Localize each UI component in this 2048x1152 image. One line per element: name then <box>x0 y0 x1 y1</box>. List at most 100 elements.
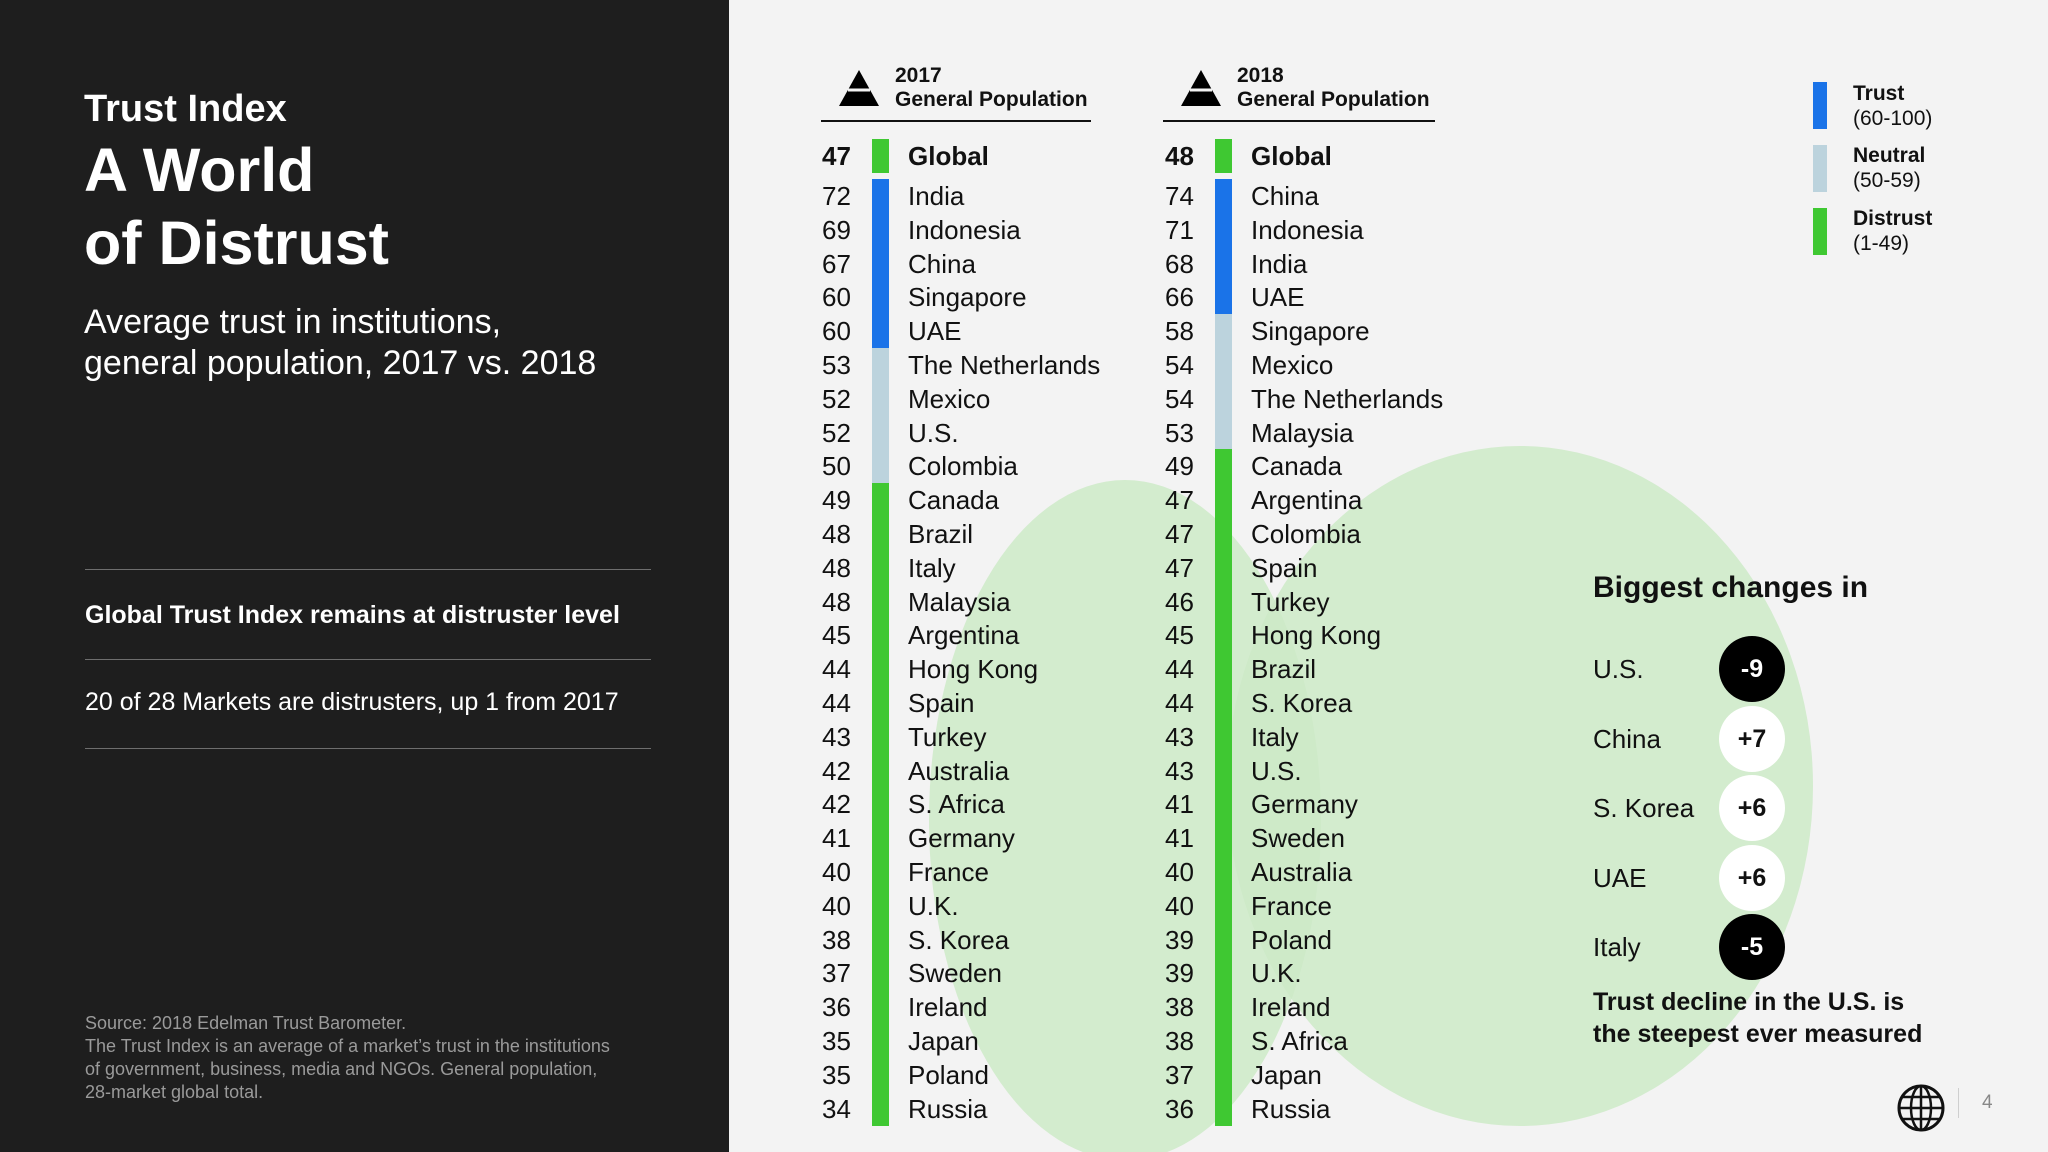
trust-value: 50 <box>822 451 851 482</box>
country-name: Argentina <box>908 620 1020 651</box>
country-name: Spain <box>908 688 975 718</box>
globe-icon <box>1897 1084 1945 1132</box>
trust-category-bar <box>1215 280 1232 315</box>
source-line-2: The Trust Index is an average of a marke… <box>85 1036 610 1056</box>
trust-value: 40 <box>1165 857 1194 887</box>
trust-category-bar <box>1215 1057 1232 1093</box>
column-population-2017: General Population <box>895 88 1088 111</box>
trust-value: 48 <box>1165 141 1194 171</box>
trust-category-bar <box>1215 956 1232 991</box>
country-name: U.K. <box>1251 958 1302 989</box>
changes-note: Trust decline in the U.S. is the steepes… <box>1593 986 1973 1050</box>
trust-value: 47 <box>1165 519 1194 549</box>
country-name: Malaysia <box>908 586 1011 617</box>
change-value-badge: -5 <box>1719 914 1785 980</box>
pyramid-icon <box>1181 70 1221 106</box>
trust-category-bar <box>1215 922 1232 957</box>
trust-category-bar <box>872 584 889 619</box>
trust-value: 38 <box>822 924 851 955</box>
country-name: Sweden <box>1251 823 1345 854</box>
country-name: S. Korea <box>1251 688 1353 718</box>
trust-value: 49 <box>822 485 851 516</box>
pyramid-icon <box>839 70 879 106</box>
country-name: Malaysia <box>1251 417 1354 448</box>
trust-value: 36 <box>822 992 851 1023</box>
trust-value: 44 <box>822 688 851 718</box>
trust-value: 43 <box>1165 755 1194 786</box>
legend-range-trust: (60-100) <box>1853 107 1933 130</box>
changes-title: Biggest changes in <box>1593 571 1869 604</box>
trust-category-bar <box>1215 517 1232 552</box>
trust-category-bar <box>1215 314 1232 349</box>
legend-swatch-neutral <box>1813 145 1827 192</box>
trust-category-bar <box>872 719 889 755</box>
trust-value: 49 <box>1165 451 1194 482</box>
trust-value: 69 <box>822 214 851 245</box>
trust-value: 72 <box>822 181 851 211</box>
trust-category-bar <box>1215 686 1232 721</box>
column-header-2017: 2017 General Population <box>821 56 1091 122</box>
trust-value: 34 <box>822 1093 851 1124</box>
page-title: A World of Distrust <box>84 134 684 280</box>
country-name: S. Africa <box>908 789 1005 820</box>
changes-note-line-2: the steepest ever measured <box>1593 1020 1923 1048</box>
country-name: The Netherlands <box>908 350 1101 380</box>
trust-value: 58 <box>1165 316 1194 347</box>
country-name: Hong Kong <box>908 654 1039 685</box>
page-divider <box>1958 1088 1959 1118</box>
country-name: Brazil <box>908 519 974 549</box>
trust-category-bar <box>1215 719 1232 755</box>
trust-category-bar <box>1215 449 1232 484</box>
country-name: Canada <box>1251 451 1343 482</box>
trust-value: 48 <box>822 519 851 549</box>
change-value-badge: +6 <box>1719 775 1785 841</box>
change-country: U.S. <box>1593 654 1644 684</box>
trust-category-bar <box>872 821 889 856</box>
country-name: Brazil <box>1251 654 1317 685</box>
changes-note-line-1: Trust decline in the U.S. is <box>1593 988 1905 1016</box>
trust-category-bar <box>1215 483 1232 518</box>
trust-value: 38 <box>1165 1026 1194 1056</box>
country-name: France <box>908 857 989 887</box>
trust-value: 40 <box>822 857 851 887</box>
trust-value: 52 <box>822 383 851 414</box>
trust-value: 41 <box>1165 823 1194 854</box>
legend-label-neutral: Neutral <box>1853 144 1926 167</box>
country-name: U.K. <box>908 890 959 921</box>
country-name: Argentina <box>1251 485 1363 516</box>
trust-value: 41 <box>1165 789 1194 820</box>
trust-category-bar <box>1215 381 1232 417</box>
column-population-2018: General Population <box>1237 88 1430 111</box>
trust-category-bar <box>872 348 889 383</box>
page-title-line-1: A World <box>84 136 315 204</box>
trust-category-bar <box>1215 753 1232 788</box>
trust-category-bar <box>1215 179 1232 214</box>
divider <box>85 748 651 749</box>
trust-value: 66 <box>1165 282 1194 313</box>
country-name: S. Africa <box>1251 1026 1348 1056</box>
trust-category-bar <box>872 314 889 349</box>
country-name: Poland <box>908 1059 989 1090</box>
trust-category-bar <box>872 1057 889 1093</box>
trust-category-bar <box>872 280 889 315</box>
trust-category-bar <box>1215 990 1232 1025</box>
country-name: Japan <box>1251 1059 1322 1090</box>
trust-value: 44 <box>822 654 851 685</box>
page-title-line-2: of Distrust <box>84 209 389 277</box>
trust-category-bar <box>872 652 889 687</box>
trust-value: 38 <box>1165 992 1194 1023</box>
country-name: Japan <box>908 1026 979 1056</box>
trust-value: 44 <box>1165 688 1194 718</box>
trust-category-bar <box>872 753 889 788</box>
country-name: Australia <box>908 755 1010 786</box>
column-year-2018: 2018 <box>1237 64 1284 87</box>
country-name: Russia <box>908 1093 988 1124</box>
trust-category-bar <box>872 179 889 214</box>
trust-value: 71 <box>1165 214 1194 245</box>
trust-category-bar <box>872 1024 889 1059</box>
trust-value: 41 <box>822 823 851 854</box>
legend-label-trust: Trust <box>1853 82 1905 105</box>
trust-category-bar <box>1215 1024 1232 1059</box>
trust-category-bar <box>872 381 889 417</box>
source-line-1: Source: 2018 Edelman Trust Barometer. <box>85 1013 407 1033</box>
